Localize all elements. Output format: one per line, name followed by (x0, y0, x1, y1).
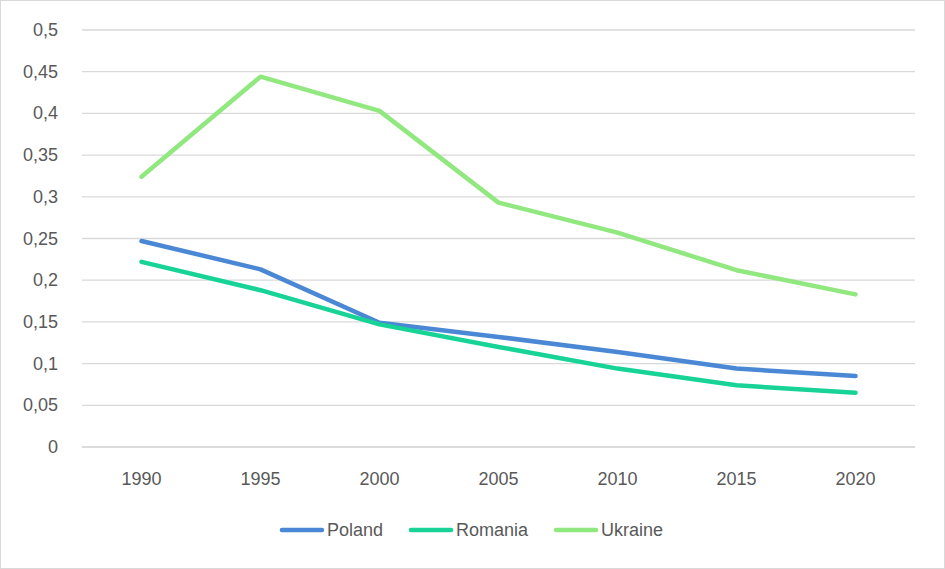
x-tick-label: 2010 (597, 469, 637, 489)
grid-line (82, 321, 915, 322)
y-tick-label: 0,5 (33, 20, 58, 40)
y-tick-label: 0,25 (23, 229, 58, 249)
legend-swatch (282, 528, 322, 533)
y-tick-label: 0 (48, 437, 58, 457)
x-tick-label: 2015 (716, 469, 756, 489)
series-group (142, 77, 856, 393)
grid-line (82, 196, 915, 197)
y-tick-label: 0,1 (33, 354, 58, 374)
grid-line (82, 154, 915, 155)
y-tick-label: 0,35 (23, 145, 58, 165)
y-tick-label: 0,45 (23, 62, 58, 82)
x-tick-label: 1990 (121, 469, 161, 489)
grid-line (82, 446, 915, 447)
y-tick-label: 0,3 (33, 187, 58, 207)
legend: Poland Romania Ukraine (282, 520, 663, 540)
grid-line (82, 405, 915, 406)
grid-line (82, 363, 915, 364)
y-tick-label: 0,2 (33, 270, 58, 290)
grid-line (82, 238, 915, 239)
x-tick-label: 2020 (835, 469, 875, 489)
legend-label: Poland (327, 520, 383, 540)
x-tick-label: 2000 (359, 469, 399, 489)
grid-line (82, 113, 915, 114)
series-line (142, 262, 856, 393)
x-tick-label: 2005 (478, 469, 518, 489)
legend-label: Romania (456, 520, 529, 540)
legend-swatch (411, 528, 451, 533)
y-tick-label: 0,4 (33, 103, 58, 123)
y-tick-label: 0,15 (23, 312, 58, 332)
chart: 0 0,05 0,1 0,15 0,2 0,25 0,3 0,35 0,4 0,45 0,5 1990… (0, 0, 945, 569)
series-line (142, 241, 856, 376)
x-axis-line (82, 446, 915, 447)
chart-border (1, 1, 945, 569)
y-tick-label: 0,05 (23, 395, 58, 415)
grid-line (82, 29, 915, 30)
series-line (142, 77, 856, 295)
legend-swatch (556, 528, 596, 533)
legend-label: Ukraine (601, 520, 663, 540)
x-tick-label: 1995 (240, 469, 280, 489)
grid-line (82, 71, 915, 72)
